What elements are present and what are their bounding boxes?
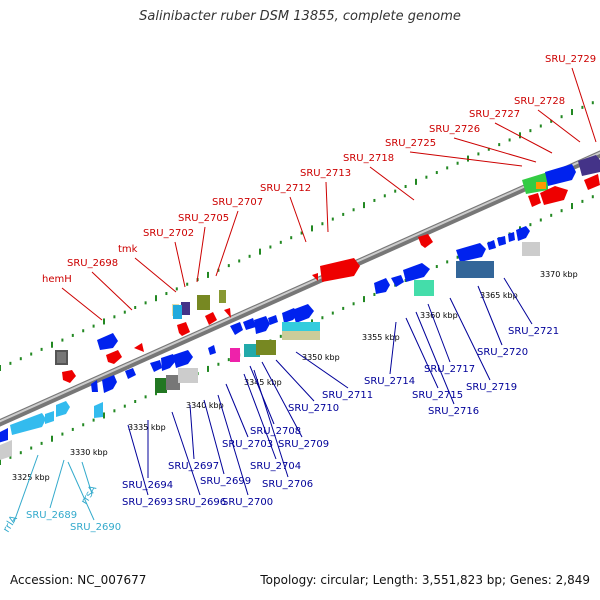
leader-line — [215, 210, 239, 277]
leader-line — [453, 137, 537, 163]
bottom-gene-label[interactable]: SRU_2697 — [168, 461, 219, 472]
top-gene-label[interactable]: SRU_2729 — [545, 54, 596, 65]
kbp-label: 3350 kbp — [302, 353, 340, 362]
leader-line — [91, 271, 133, 311]
leader-line — [49, 459, 65, 509]
leader-line — [81, 461, 93, 495]
leader-line — [289, 196, 307, 243]
bottom-gene-label[interactable]: SRU_2711 — [322, 390, 373, 401]
bottom-gene-label[interactable]: SRU_2703 — [222, 439, 273, 450]
top-gene-label[interactable]: SRU_2698 — [67, 258, 118, 269]
bottom-gene-label[interactable]: SRU_2721 — [508, 326, 559, 337]
top-gene-label[interactable]: SRU_2705 — [178, 213, 229, 224]
gene-features — [0, 155, 600, 460]
bottom-gene-label[interactable]: SRU_2717 — [424, 364, 475, 375]
kbp-label: 3335 kbp — [128, 423, 166, 432]
leader-line — [261, 361, 303, 438]
top-gene-label[interactable]: SRU_2713 — [300, 168, 351, 179]
top-gene-label[interactable]: SRU_2727 — [469, 109, 520, 120]
backbone — [0, 150, 600, 427]
bottom-gene-label[interactable]: SRU_2716 — [428, 406, 479, 417]
bottom-gene-label[interactable]: SRU_2699 — [200, 476, 251, 487]
bottom-gene-label[interactable]: SRU_2693 — [122, 497, 173, 508]
leader-line — [243, 373, 277, 460]
label-leader-lines — [13, 67, 597, 523]
kbp-label: 3355 kbp — [362, 333, 400, 342]
leader-line — [253, 369, 289, 478]
leader-line — [325, 181, 329, 233]
top-gene-label[interactable]: SRU_2712 — [260, 183, 311, 194]
top-gene-label[interactable]: SRU_2726 — [429, 124, 480, 135]
leader-line — [171, 411, 201, 496]
kbp-label: 3325 kbp — [12, 473, 50, 482]
leader-line — [174, 241, 186, 288]
rna-gene-label[interactable]: rrsA — [79, 484, 99, 507]
leader-line — [61, 287, 103, 321]
leader-line — [405, 317, 439, 389]
top-gene-label[interactable]: SRU_2725 — [385, 138, 436, 149]
leader-line — [217, 394, 249, 496]
top-gene-label[interactable]: SRU_2728 — [514, 96, 565, 107]
top-gene-label[interactable]: SRU_2718 — [343, 153, 394, 164]
map-title: Salinibacter ruber DSM 13855, complete g… — [139, 9, 461, 24]
bottom-gene-label[interactable]: SRU_2704 — [250, 461, 301, 472]
bottom-gene-label[interactable]: SRU_2710 — [288, 403, 339, 414]
leader-line — [409, 151, 523, 167]
leader-line — [427, 303, 451, 363]
rna-gene-label[interactable]: SRU_2690 — [70, 522, 121, 533]
rna-gene-label[interactable]: SRU_2689 — [26, 510, 77, 521]
leader-line — [537, 109, 581, 143]
top-gene-label[interactable]: SRU_2707 — [212, 197, 263, 208]
bottom-gene-label[interactable]: SRU_2708 — [250, 426, 301, 437]
kbp-label: 3330 kbp — [70, 448, 108, 457]
bottom-gene-label[interactable]: SRU_2700 — [222, 497, 273, 508]
leader-line — [13, 454, 39, 523]
leader-line — [189, 404, 195, 460]
kbp-label: 3345 kbp — [244, 378, 282, 387]
leader-line — [389, 321, 397, 375]
leader-line — [127, 424, 149, 496]
bottom-gene-label[interactable]: SRU_2694 — [122, 480, 173, 491]
bottom-gene-label[interactable]: SRU_2696 — [175, 497, 226, 508]
leader-line — [369, 166, 415, 201]
top-gene-label[interactable]: SRU_2702 — [143, 228, 194, 239]
accession-text: Accession: NC_007677 — [10, 573, 147, 587]
bottom-gene-label[interactable]: SRU_2709 — [278, 439, 329, 450]
bottom-gene-label[interactable]: SRU_2714 — [364, 376, 415, 387]
kbp-labels: 3325 kbp 3330 kbp 3335 kbp 3340 kbp 3345 kbp… — [12, 270, 578, 482]
kbp-label: 3360 kbp — [420, 311, 458, 320]
bottom-gene-label[interactable]: SRU_2719 — [466, 382, 517, 393]
leader-line — [571, 67, 597, 143]
leader-line — [225, 383, 249, 438]
genome-info-text: Topology: circular; Length: 3,551,823 bp… — [260, 573, 590, 587]
leader-line — [415, 311, 455, 405]
leader-line — [275, 359, 315, 402]
bottom-gene-label[interactable]: SRU_2715 — [412, 390, 463, 401]
bottom-gene-label[interactable]: SRU_2720 — [477, 347, 528, 358]
kbp-label: 3365 kbp — [480, 291, 518, 300]
leader-line — [196, 226, 206, 283]
leader-line — [494, 122, 553, 154]
leader-line — [134, 257, 177, 293]
leader-line — [249, 365, 275, 425]
leader-line — [503, 277, 533, 325]
leader-line — [449, 297, 491, 381]
leader-line — [477, 285, 503, 346]
leader-line — [203, 399, 225, 475]
kbp-label: 3370 kbp — [540, 270, 578, 279]
leader-line — [67, 461, 95, 521]
kbp-label: 3340 kbp — [186, 401, 224, 410]
top-gene-label[interactable]: hemH — [42, 274, 72, 285]
bottom-gene-label[interactable]: SRU_2706 — [262, 479, 313, 490]
rna-gene-label[interactable]: rrlA — [1, 514, 20, 535]
top-gene-label[interactable]: tmk — [118, 244, 138, 255]
leader-line — [295, 351, 349, 389]
